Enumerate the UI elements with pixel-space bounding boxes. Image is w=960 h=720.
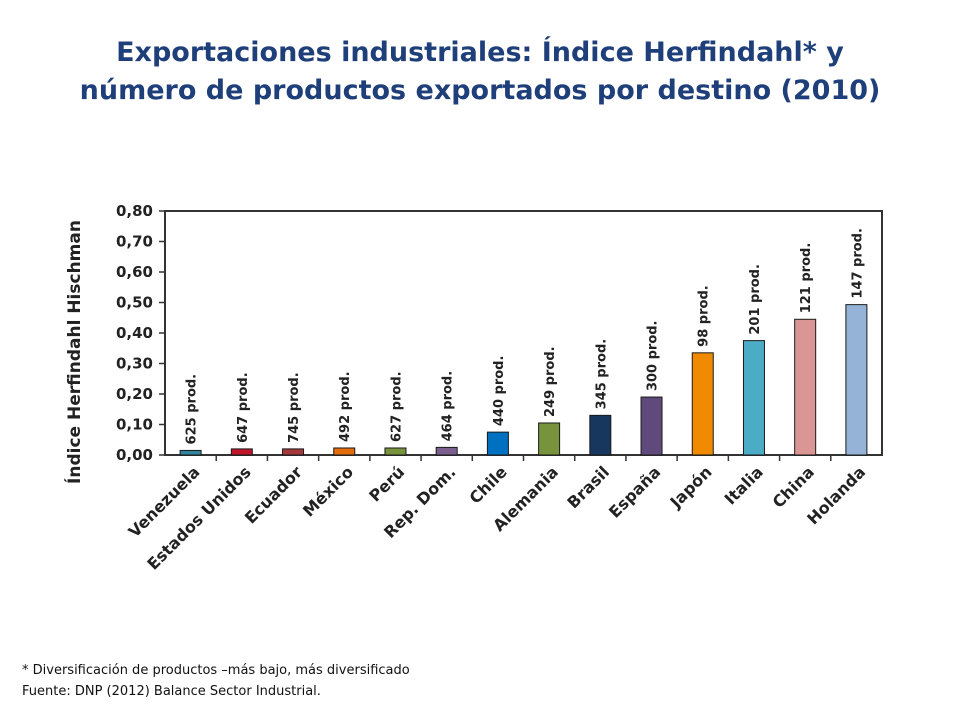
bar-jap-n	[691, 352, 714, 456]
category-label: México	[299, 462, 357, 520]
category-label: Japón	[666, 462, 716, 512]
bar-china	[794, 318, 817, 456]
y-tick-label: 0,20	[116, 385, 153, 403]
category-label: Italia	[721, 462, 767, 508]
bar-chile	[486, 431, 509, 456]
source-note: Fuente: DNP (2012) Balance Sector Indust…	[22, 684, 321, 699]
data-label: 345 prod.	[594, 339, 609, 410]
data-label: 300 prod.	[646, 320, 661, 391]
data-label: 625 prod.	[185, 374, 200, 445]
category-label: Brasil	[563, 462, 613, 512]
data-label: 647 prod.	[236, 372, 251, 443]
bars	[179, 304, 868, 456]
y-tick-label: 0,50	[116, 294, 153, 312]
data-label: 201 prod.	[748, 264, 763, 335]
bar-venezuela	[179, 449, 202, 456]
plot-area	[164, 210, 883, 456]
y-tick-label: 0,70	[116, 233, 153, 251]
chart-title: Exportaciones industriales: Índice Herfi…	[79, 37, 881, 106]
bar-holanda	[845, 304, 868, 456]
data-label: 440 prod.	[492, 356, 507, 427]
bar-brasil	[589, 414, 612, 456]
data-label: 147 prod.	[850, 228, 865, 299]
y-tick-label: 0,40	[116, 324, 153, 342]
data-label: 492 prod.	[338, 371, 353, 442]
category-label: Perú	[365, 462, 408, 505]
y-tick-label: 0,10	[116, 416, 153, 434]
category-label: España	[605, 462, 664, 521]
bar-rep-dom-	[435, 446, 458, 456]
bar-italia	[742, 340, 765, 456]
category-label: China	[769, 462, 818, 511]
y-tick-label: 0,00	[116, 446, 153, 464]
y-tick-label: 0,30	[116, 355, 153, 373]
data-label: 745 prod.	[287, 372, 302, 443]
category-label: Chile	[465, 462, 510, 507]
data-labels: 625 prod. 647 prod. 745 prod. 492 prod. 627 …	[185, 228, 866, 444]
bar-espa-a	[640, 396, 663, 456]
bar-per-	[384, 447, 407, 456]
data-label: 627 prod.	[389, 371, 404, 442]
y-tick-label: 0,80	[116, 202, 153, 220]
y-axis: 0,00 0,10 0,20 0,30 0,40 0,50 0,60 0,70 0,80	[116, 202, 832, 464]
data-label: 464 prod.	[441, 371, 456, 442]
bar-estados-unidos	[230, 448, 253, 456]
bar-m-xico	[333, 447, 356, 456]
data-label: 249 prod.	[543, 346, 558, 417]
y-axis-label: Índice Herfindahl Hischman	[63, 220, 85, 484]
footnote: * Diversificación de productos –más bajo…	[22, 663, 410, 678]
bar-ecuador	[282, 448, 305, 456]
bar-alemania	[538, 422, 561, 456]
data-label: 121 prod.	[799, 243, 814, 314]
data-label: 98 prod.	[697, 285, 712, 347]
y-tick-label: 0,60	[116, 263, 153, 281]
